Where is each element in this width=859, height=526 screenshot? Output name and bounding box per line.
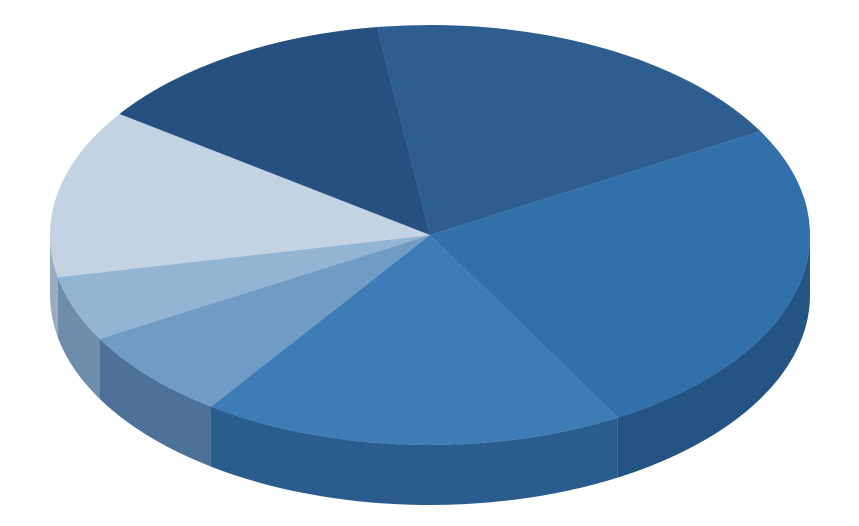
pie-3d-chart <box>0 0 859 526</box>
pie-svg <box>0 0 859 526</box>
